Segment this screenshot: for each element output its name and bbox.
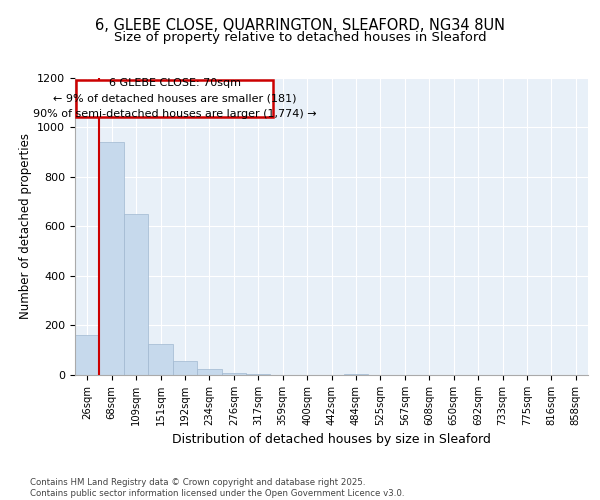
Bar — [344, 374, 368, 375]
X-axis label: Distribution of detached houses by size in Sleaford: Distribution of detached houses by size … — [172, 434, 491, 446]
Text: Contains HM Land Registry data © Crown copyright and database right 2025.
Contai: Contains HM Land Registry data © Crown c… — [30, 478, 404, 498]
Text: 6, GLEBE CLOSE, QUARRINGTON, SLEAFORD, NG34 8UN: 6, GLEBE CLOSE, QUARRINGTON, SLEAFORD, N… — [95, 18, 505, 32]
Text: Size of property relative to detached houses in Sleaford: Size of property relative to detached ho… — [113, 31, 487, 44]
Bar — [75, 336, 100, 375]
Bar — [124, 214, 148, 375]
Bar — [173, 362, 197, 375]
FancyBboxPatch shape — [76, 80, 273, 117]
Y-axis label: Number of detached properties: Number of detached properties — [19, 133, 32, 320]
Bar — [221, 372, 246, 375]
Bar — [197, 369, 221, 375]
Bar — [246, 374, 271, 375]
Bar — [100, 142, 124, 375]
Bar — [148, 344, 173, 375]
Text: 6 GLEBE CLOSE: 70sqm
← 9% of detached houses are smaller (181)
90% of semi-detac: 6 GLEBE CLOSE: 70sqm ← 9% of detached ho… — [33, 78, 316, 119]
